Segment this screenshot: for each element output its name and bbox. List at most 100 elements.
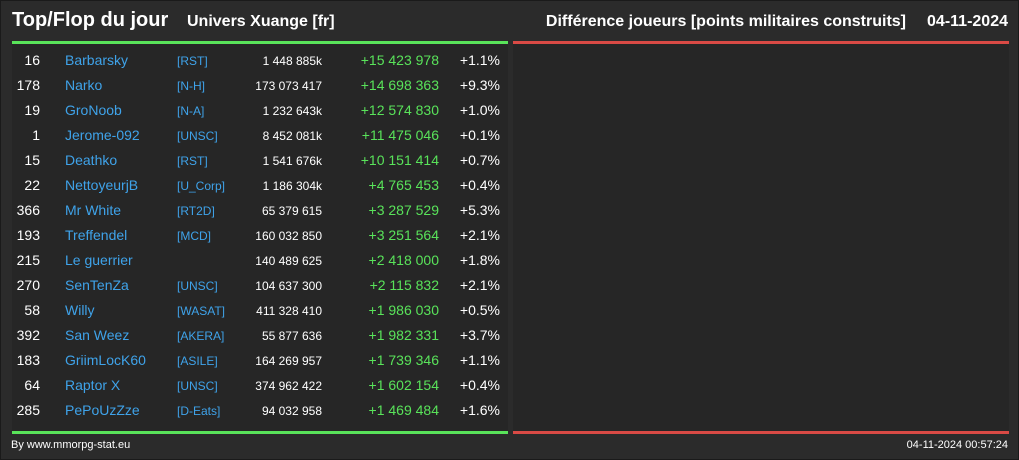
player-name-link[interactable]: Jerome-092: [65, 127, 140, 143]
points-difference: +3 287 529: [368, 202, 439, 218]
percent-change: +1.8%: [459, 252, 500, 268]
table-row: 178 Narko [N-H] 173 073 417 +14 698 363 +9.3%: [12, 73, 508, 98]
points-difference: +15 423 978: [360, 52, 439, 68]
table-row: 64 Raptor X [UNSC] 374 962 422 +1 602 154 +0.…: [12, 373, 508, 398]
percent-change: +2.1%: [459, 227, 500, 243]
player-points: 160 032 850: [255, 229, 322, 243]
table-row: 215 Le guerrier 140 489 625 +2 418 000 +1.8%: [12, 248, 508, 273]
alliance-link[interactable]: [WASAT]: [177, 304, 225, 318]
alliance-link[interactable]: [D-Eats]: [177, 404, 221, 418]
player-name-link[interactable]: Deathko: [65, 152, 118, 168]
player-name-link[interactable]: NettoyeurjB: [65, 177, 139, 193]
player-rank: 15: [24, 152, 40, 168]
player-name-link[interactable]: Narko: [65, 77, 103, 93]
table-row: 392 San Weez [AKERA] 55 877 636 +1 982 331 +3…: [12, 323, 508, 348]
player-points: 173 073 417: [255, 79, 322, 93]
table-row: 183 GriimLocK60 [ASILE] 164 269 957 +1 739 3…: [12, 348, 508, 373]
alliance-link[interactable]: [N-H]: [177, 79, 205, 93]
table-row: 270 SenTenZa [UNSC] 104 637 300 +2 115 832 +2…: [12, 273, 508, 298]
player-name-link[interactable]: PePoUzZze: [65, 402, 140, 418]
alliance-link[interactable]: [UNSC]: [177, 129, 218, 143]
player-rank: 215: [16, 252, 40, 268]
universe-label: Univers Xuange [fr]: [187, 13, 335, 30]
alliance-link[interactable]: [UNSC]: [177, 379, 218, 393]
percent-change: +0.4%: [459, 177, 500, 193]
points-difference: +10 151 414: [360, 152, 439, 168]
player-rank: 193: [16, 227, 40, 243]
player-rank: 64: [24, 377, 40, 393]
metric-label: Différence joueurs [points militaires co…: [545, 13, 906, 30]
percent-change: +5.3%: [459, 202, 500, 218]
points-difference: +1 739 346: [368, 352, 439, 368]
player-points: 65 379 615: [261, 204, 322, 218]
player-rank: 22: [24, 177, 40, 193]
player-points: 1 232 643k: [262, 104, 322, 118]
player-points: 1 186 304k: [262, 179, 322, 193]
top-panel: [12, 42, 508, 432]
percent-change: +1.0%: [459, 102, 500, 118]
source-credit: By www.mmorpg-stat.eu: [11, 439, 131, 451]
points-difference: +2 115 832: [369, 277, 439, 293]
player-rank: 19: [24, 102, 40, 118]
player-name-link[interactable]: Le guerrier: [65, 252, 133, 268]
points-difference: +12 574 830: [360, 102, 439, 118]
alliance-link[interactable]: [RT2D]: [177, 204, 215, 218]
player-points: 104 637 300: [255, 279, 322, 293]
player-rank: 178: [16, 77, 40, 93]
alliance-link[interactable]: [RST]: [177, 154, 208, 168]
player-name-link[interactable]: Mr White: [65, 202, 121, 218]
alliance-link[interactable]: [RST]: [177, 54, 208, 68]
player-name-link[interactable]: GriimLocK60: [65, 352, 146, 368]
flop-panel: [513, 42, 1009, 432]
points-difference: +2 418 000: [368, 252, 439, 268]
points-difference: +3 251 564: [368, 227, 439, 243]
player-points: 8 452 081k: [262, 129, 322, 143]
alliance-link[interactable]: [N-A]: [177, 104, 205, 118]
table-row: 1 Jerome-092 [UNSC] 8 452 081k +11 475 046 +0…: [12, 123, 508, 148]
player-rank: 285: [16, 402, 40, 418]
points-difference: +1 986 030: [368, 302, 439, 318]
player-rank: 58: [24, 302, 40, 318]
alliance-link[interactable]: [U_Corp]: [177, 179, 226, 193]
points-difference: +11 475 046: [361, 127, 439, 143]
player-rank: 270: [16, 277, 40, 293]
percent-change: +1.1%: [459, 52, 500, 68]
player-name-link[interactable]: Raptor X: [65, 377, 121, 393]
flop-panel-top-bar: [513, 41, 1009, 44]
player-name-link[interactable]: Barbarsky: [65, 52, 129, 68]
percent-change: +3.7%: [459, 327, 500, 343]
player-name-link[interactable]: Willy: [65, 302, 95, 318]
table-row: 22 NettoyeurjB [U_Corp] 1 186 304k +4 765 45…: [12, 173, 508, 198]
generated-timestamp: 04-11-2024 00:57:24: [906, 439, 1008, 451]
table-row: 15 Deathko [RST] 1 541 676k +10 151 414 +0.7%: [12, 148, 508, 173]
flop-panel-bottom-bar: [513, 431, 1009, 434]
points-difference: +4 765 453: [368, 177, 439, 193]
points-difference: +14 698 363: [360, 77, 439, 93]
top-panel-top-bar: [12, 41, 508, 44]
alliance-link[interactable]: [ASILE]: [177, 354, 218, 368]
percent-change: +1.1%: [459, 352, 500, 368]
alliance-link[interactable]: [MCD]: [177, 229, 211, 243]
table-row: 193 Treffendel [MCD] 160 032 850 +3 251 564 +…: [12, 223, 508, 248]
points-difference: +1 469 484: [368, 402, 439, 418]
percent-change: +0.7%: [459, 152, 500, 168]
percent-change: +0.5%: [459, 302, 500, 318]
player-rank: 366: [16, 202, 40, 218]
player-points: 1 448 885k: [262, 54, 322, 68]
player-name-link[interactable]: SenTenZa: [65, 277, 129, 293]
table-row: 285 PePoUzZze [D-Eats] 94 032 958 +1 469 484…: [12, 398, 508, 423]
alliance-link[interactable]: [UNSC]: [177, 279, 218, 293]
player-points: 94 032 958: [261, 404, 322, 418]
player-name-link[interactable]: GroNoob: [65, 102, 122, 118]
percent-change: +2.1%: [459, 277, 500, 293]
player-name-link[interactable]: San Weez: [65, 327, 130, 343]
card-title: Top/Flop du jour: [12, 9, 169, 31]
percent-change: +1.6%: [459, 402, 500, 418]
alliance-link[interactable]: [AKERA]: [177, 329, 225, 343]
table-row: 19 GroNoob [N-A] 1 232 643k +12 574 830 +1.0%: [12, 98, 508, 123]
player-rank: 16: [24, 52, 40, 68]
player-points: 411 328 410: [256, 304, 322, 318]
percent-change: +9.3%: [459, 77, 500, 93]
player-name-link[interactable]: Treffendel: [65, 227, 128, 243]
